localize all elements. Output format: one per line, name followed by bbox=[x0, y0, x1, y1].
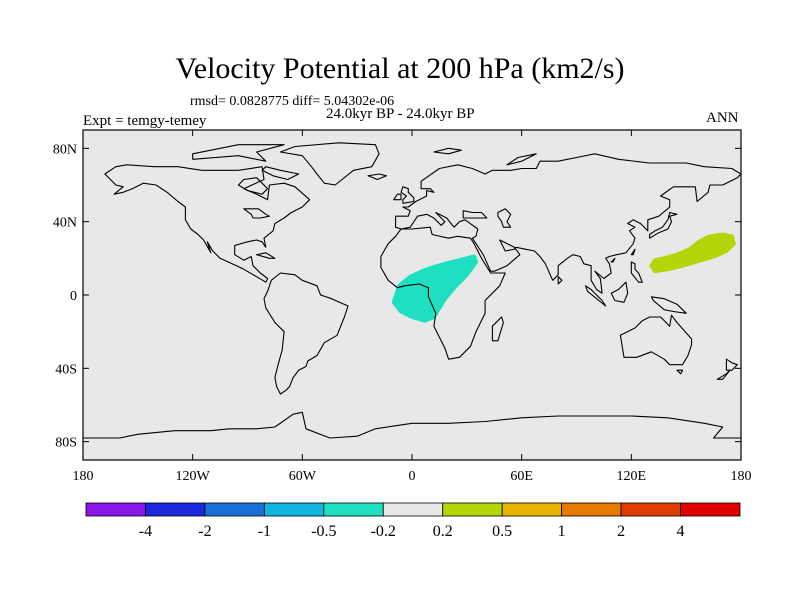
coastline-greenland bbox=[279, 142, 380, 186]
anomaly-layer bbox=[391, 232, 736, 323]
coastline-iceland bbox=[367, 173, 387, 181]
plot-title: Velocity Potential at 200 hPa (km2/s) bbox=[175, 52, 625, 85]
rmsd-diff-stats: rmsd= 0.0828775 diff= 5.04302e-06 bbox=[190, 94, 395, 109]
colorbar-swatch bbox=[382, 502, 444, 517]
colorbar-label: 0.2 bbox=[433, 523, 453, 540]
coastline-australia bbox=[619, 314, 693, 366]
coastline-hudson-bay bbox=[237, 177, 269, 195]
coastline-antarctica bbox=[83, 411, 741, 439]
coastline-philippines bbox=[630, 261, 643, 283]
y-tick-label: 80S bbox=[55, 436, 77, 451]
x-tick-label: 180 bbox=[731, 469, 752, 484]
coastline-taiwan bbox=[630, 248, 636, 256]
colorbar-label: -0.2 bbox=[371, 523, 396, 540]
colorbar-swatch bbox=[263, 502, 325, 517]
colorbar-swatch bbox=[561, 502, 622, 517]
colorbar-label: -1 bbox=[258, 523, 271, 540]
y-tick-label: 40S bbox=[55, 362, 77, 377]
colorbar-label: 0.5 bbox=[492, 523, 512, 540]
y-tick-label: 80N bbox=[53, 142, 77, 157]
coastline-new-guinea bbox=[650, 296, 687, 314]
coastline-sri-lanka bbox=[557, 276, 563, 285]
coastline-caspian-sea bbox=[497, 208, 512, 228]
colorbar-swatch bbox=[442, 502, 503, 517]
coastline-madagascar bbox=[491, 316, 504, 342]
colorbar-swatch bbox=[145, 502, 206, 517]
coastline-new-zealand-south bbox=[716, 369, 731, 380]
colorbar-swatch bbox=[323, 502, 384, 517]
coastline-japan bbox=[649, 211, 678, 239]
colorbar-swatch bbox=[501, 502, 563, 517]
coastline-british-isles bbox=[400, 186, 415, 204]
coastline-ireland bbox=[393, 193, 402, 201]
coastline-sumatra bbox=[585, 285, 607, 307]
colorbar-label: 2 bbox=[617, 523, 625, 540]
colorbar-label: 1 bbox=[558, 523, 566, 540]
coastline-new-zealand bbox=[725, 358, 738, 371]
coastline-cuba bbox=[256, 252, 276, 259]
x-tick-label: 60W bbox=[289, 469, 317, 484]
western-pacific-positive-region bbox=[649, 232, 736, 274]
x-tick-label: 0 bbox=[409, 469, 416, 484]
x-tick-label: 60E bbox=[510, 469, 533, 484]
colorbar-swatch bbox=[620, 502, 681, 517]
colorbar-swatch bbox=[680, 502, 741, 517]
coastline-eurasia bbox=[395, 153, 741, 294]
coastline-south-america bbox=[263, 272, 349, 395]
experiment-label: Expt = temgy-temey bbox=[83, 113, 207, 129]
x-tick-label: 120W bbox=[176, 469, 211, 484]
coastline-black-sea bbox=[462, 210, 488, 219]
coastline-hainan bbox=[610, 257, 616, 263]
y-tick-label: 0 bbox=[70, 289, 77, 304]
colorbar-label: -2 bbox=[198, 523, 211, 540]
x-tick-label: 180 bbox=[73, 469, 94, 484]
equatorial-africa-negative-region bbox=[391, 254, 478, 323]
season-label: ANN bbox=[706, 110, 739, 126]
coastline-layer bbox=[83, 142, 741, 439]
colorbar-swatch bbox=[85, 502, 146, 517]
coastline-novaya-zemlya bbox=[506, 153, 537, 166]
x-tick-label: 120E bbox=[617, 469, 647, 484]
colorbar-swatch bbox=[204, 502, 265, 517]
coastline-borneo bbox=[610, 281, 629, 303]
colorbar-label: -4 bbox=[139, 523, 152, 540]
colorbar: -4 -2 -1 -0.5 -0.2 0.2 0.5 1 2 4 bbox=[85, 502, 741, 540]
coastline-canadian-archipelago bbox=[192, 144, 285, 162]
colorbar-label: -0.5 bbox=[311, 523, 336, 540]
coastline-africa bbox=[380, 226, 506, 360]
axis-ticks: 180 120W 60W 0 60E 120E 180 80N 40N 0 40S 80S bbox=[53, 130, 752, 484]
y-tick-label: 40N bbox=[53, 216, 77, 231]
period-label: 24.0kyr BP - 24.0kyr BP bbox=[326, 106, 475, 122]
coastline-great-lakes bbox=[243, 208, 270, 219]
coastline-tasmania bbox=[676, 369, 684, 375]
coastline-svalbard bbox=[433, 147, 462, 155]
coastline-baffin bbox=[261, 166, 300, 181]
colorbar-label: 4 bbox=[677, 523, 685, 540]
